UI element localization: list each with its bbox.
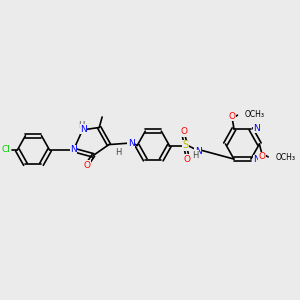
Text: O: O — [229, 112, 236, 121]
Text: O: O — [83, 161, 90, 170]
Text: N: N — [80, 125, 87, 134]
Text: N: N — [253, 124, 260, 133]
Text: S: S — [182, 140, 188, 151]
Text: N: N — [128, 139, 134, 148]
Text: O: O — [183, 154, 190, 164]
Text: H: H — [115, 148, 121, 157]
Text: N: N — [70, 146, 77, 154]
Text: H: H — [78, 121, 84, 130]
Text: N: N — [195, 147, 202, 156]
Text: N: N — [253, 155, 260, 164]
Text: OCH₃: OCH₃ — [276, 153, 296, 162]
Text: O: O — [259, 152, 266, 161]
Text: OCH₃: OCH₃ — [245, 110, 265, 119]
Text: H: H — [193, 151, 199, 160]
Text: Cl: Cl — [1, 146, 10, 154]
Text: O: O — [181, 128, 188, 136]
